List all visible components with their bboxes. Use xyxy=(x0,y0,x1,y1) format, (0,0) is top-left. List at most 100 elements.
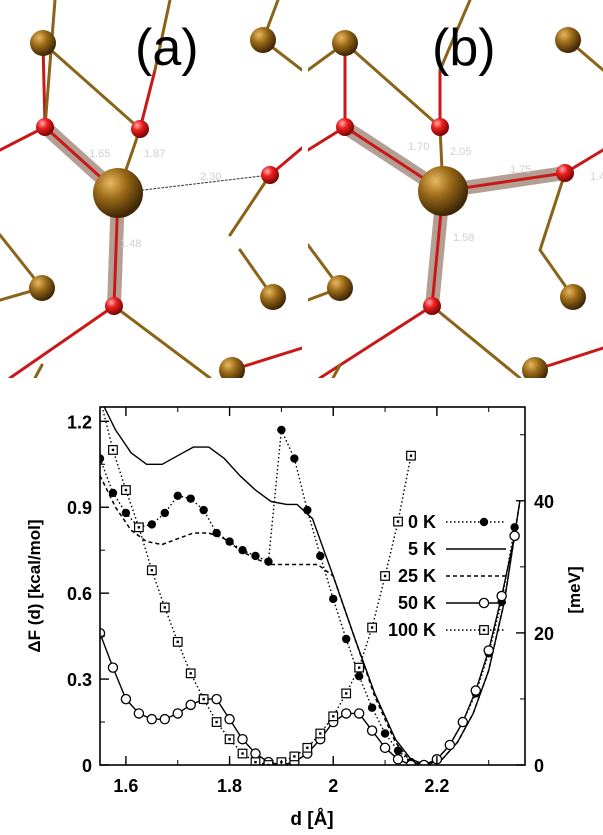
series-0-k xyxy=(100,425,519,765)
series-5-k xyxy=(103,407,521,765)
legend-label: 0 K xyxy=(408,512,436,532)
panel-letter-a: (a) xyxy=(135,19,199,77)
legend-marker xyxy=(478,597,490,609)
data-point xyxy=(444,739,456,751)
data-point-center xyxy=(357,666,361,669)
data-point xyxy=(251,551,260,561)
y2-tick-label: 40 xyxy=(534,492,554,512)
data-point xyxy=(277,425,286,435)
data-point xyxy=(100,454,105,463)
data-point xyxy=(353,708,365,719)
data-point xyxy=(264,557,273,566)
series-line xyxy=(100,535,516,765)
bond-label: 1.75 xyxy=(510,164,531,176)
data-point xyxy=(159,713,171,725)
legend-label: 25 K xyxy=(398,566,436,586)
y-tick-label: 0.3 xyxy=(67,670,92,690)
data-point-center xyxy=(99,397,101,399)
data-point xyxy=(418,759,430,765)
data-point-center xyxy=(241,752,244,755)
molecule-panel-b: 1.70 2.05 1.75 1.4 1.58 (b) xyxy=(308,0,603,378)
data-point xyxy=(367,703,377,712)
data-point-center xyxy=(202,697,205,701)
data-point xyxy=(483,645,494,656)
data-point-center xyxy=(150,569,154,572)
data-point-center xyxy=(176,640,179,644)
data-point xyxy=(108,488,118,498)
legend-label: 5 K xyxy=(408,539,436,559)
data-point xyxy=(185,699,196,711)
data-point xyxy=(237,733,248,745)
y-axis-label: ΔF (d) [kcal/mol] xyxy=(25,519,44,652)
data-point-center xyxy=(163,606,166,609)
data-point xyxy=(316,551,325,561)
data-point xyxy=(212,528,221,538)
data-point xyxy=(340,708,352,719)
y2-axis-label: [meV] xyxy=(565,566,584,613)
data-point xyxy=(146,713,158,725)
data-point xyxy=(96,394,105,403)
series-layer xyxy=(96,394,521,765)
data-point-center xyxy=(332,715,335,718)
data-point-center xyxy=(215,720,218,724)
legend-marker-center xyxy=(482,628,486,632)
x-tick-label: 1.6 xyxy=(113,776,138,796)
data-point xyxy=(186,494,195,503)
molecule-panel-a: 1.65 1.87 2.30 1.48 (a) xyxy=(0,0,302,378)
data-point xyxy=(238,546,247,555)
series-line xyxy=(103,407,521,765)
bond-label: 1.4 xyxy=(590,171,603,183)
axis-layer: 1.6 1.8 2 2.2 0 0.3 0.6 0.9 1.2 0 20 40 xyxy=(67,407,554,796)
data-point-center xyxy=(254,760,257,764)
data-point-center xyxy=(409,454,413,457)
data-point xyxy=(160,508,169,518)
data-point-center xyxy=(228,738,231,741)
data-point-center xyxy=(306,746,309,750)
data-point xyxy=(457,716,469,728)
series-50-k xyxy=(100,530,520,765)
data-point-center xyxy=(111,448,115,452)
x-axis-label: d [Å] xyxy=(290,809,333,830)
data-point-center xyxy=(370,626,374,629)
data-point xyxy=(107,662,119,673)
data-point xyxy=(496,590,507,602)
data-point xyxy=(510,523,519,532)
bond-label: 2.05 xyxy=(450,146,471,158)
data-point-center xyxy=(396,520,400,523)
data-point-center xyxy=(383,574,387,578)
data-point xyxy=(250,748,261,759)
data-point xyxy=(470,685,482,696)
data-point-center xyxy=(137,526,141,529)
y-tick-label: 1.2 xyxy=(67,412,92,432)
y2-tick-label: 0 xyxy=(534,756,544,776)
y-tick-label: 0.6 xyxy=(67,584,92,604)
free-energy-chart: 1.6 1.8 2 2.2 0 0.3 0.6 0.9 1.2 0 20 40 d [Å] ΔF (d… xyxy=(25,394,584,830)
data-point xyxy=(509,530,520,542)
data-point xyxy=(392,754,404,765)
x-tick-label: 1.8 xyxy=(217,776,242,796)
y2-tick-label: 20 xyxy=(534,624,554,644)
data-point xyxy=(263,760,274,765)
x-tick-label: 2.2 xyxy=(424,776,449,796)
series-100-k xyxy=(96,394,416,765)
data-point xyxy=(199,505,208,515)
y-tick-label: 0.9 xyxy=(67,498,92,518)
bond-label: 2.30 xyxy=(200,171,221,183)
data-point-center xyxy=(124,488,128,492)
series-line xyxy=(101,407,412,765)
bond-label: 1.70 xyxy=(408,141,429,153)
data-point-center xyxy=(189,672,192,675)
data-point xyxy=(173,491,182,500)
data-point xyxy=(147,520,157,529)
data-point xyxy=(341,634,351,644)
data-point xyxy=(290,454,299,463)
panel-letter-b: (b) xyxy=(432,19,496,77)
data-point xyxy=(393,746,403,755)
bond-label: 1.65 xyxy=(89,148,110,160)
y-tick-label: 0 xyxy=(82,756,92,776)
data-point xyxy=(172,708,183,719)
data-point xyxy=(120,693,132,705)
data-point xyxy=(133,708,145,719)
legend-label: 100 K xyxy=(388,620,436,640)
